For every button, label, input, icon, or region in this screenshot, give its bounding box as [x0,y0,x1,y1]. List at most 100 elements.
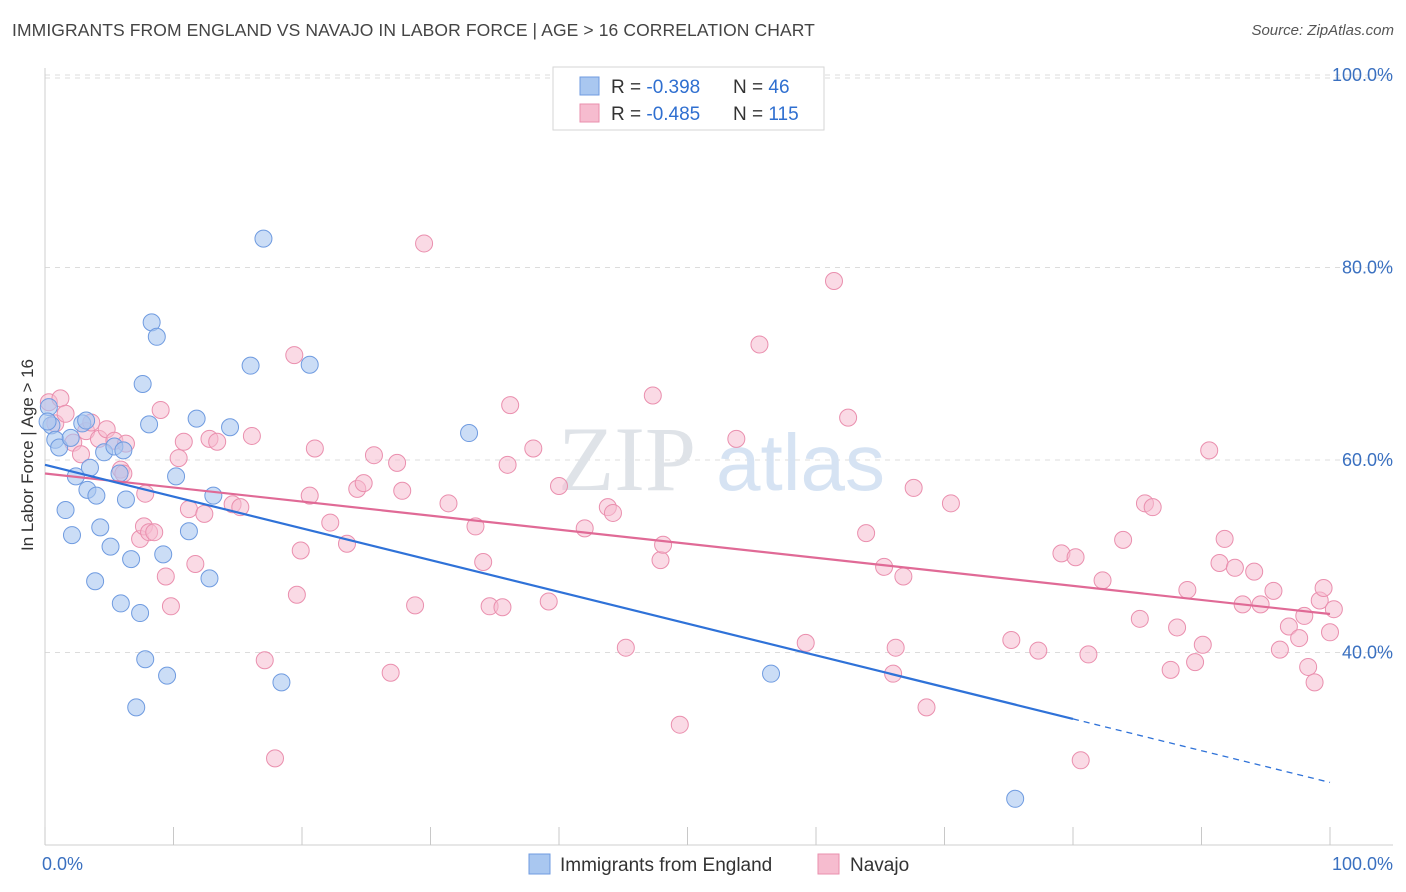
england-point [254,229,273,248]
bottom-legend-navajo: Navajo [850,855,909,876]
legend-swatch-navajo [579,103,600,123]
england-point [204,486,223,505]
navajo-point [305,439,324,458]
navajo-point [321,513,340,532]
england-point [77,411,96,430]
navajo-point [1245,562,1264,581]
legend-r-value: -0.485 [646,104,700,125]
legend-n-value: 115 [768,104,798,125]
navajo-point [616,638,635,657]
navajo-point [169,449,188,468]
navajo-point [388,453,407,472]
england-point [122,550,141,569]
navajo-point [539,592,558,611]
england-point [147,327,166,346]
navajo-point [1186,653,1205,672]
navajo-point [1002,630,1021,649]
navajo-point [1290,629,1309,648]
navajo-point [56,404,75,423]
navajo-point [255,651,274,670]
england-point [158,666,177,685]
navajo-point [501,396,520,415]
england-point [86,572,105,591]
navajo-point [174,432,193,451]
legend-r-label: R = [611,104,646,125]
navajo-point [493,598,512,617]
source-credit: Source: ZipAtlas.com [1251,22,1394,39]
y-tick-label: 100.0% [1332,65,1393,85]
navajo-point [156,567,175,586]
navajo-point [285,346,304,365]
legend-swatch-england [579,76,600,96]
england-point [241,356,260,375]
navajo-point [1029,641,1048,660]
england-point [116,490,135,509]
navajo-point [415,234,434,253]
watermark-zip: ZIP [558,408,696,510]
bottom-legend: Immigrants from England Navajo [528,853,909,876]
legend-r-value: -0.398 [646,77,700,98]
navajo-point [179,500,198,519]
navajo-point [1225,558,1244,577]
navajo-point [300,486,319,505]
navajo-trend-line [44,472,1331,616]
navajo-point [857,524,876,543]
navajo-point [1279,617,1298,636]
england-point [50,438,69,457]
navajo-point [71,445,90,464]
navajo-point [242,426,261,445]
trend-lines [44,463,1331,784]
navajo-point [894,567,913,586]
x-tick-labels: 0.0% 100.0% [42,854,1393,874]
navajo-point [1314,579,1333,598]
england-point [300,355,319,374]
navajo-point [1079,645,1098,664]
navajo-point [1210,553,1229,572]
navajo-point [1200,441,1219,460]
england-point [762,664,781,683]
england-point [272,673,291,692]
legend-n-value: 46 [768,77,789,98]
navajo-point [1324,600,1343,619]
chart-title: IMMIGRANTS FROM ENGLAND VS NAVAJO IN LAB… [12,20,815,40]
navajo-point [550,476,568,495]
navajo-point [750,335,769,354]
navajo-point [941,494,960,513]
y-axis-label: In Labor Force | Age > 16 [18,359,37,551]
navajo-point [381,663,400,682]
england-point [114,441,133,460]
y-tick-labels: 40.0% 60.0% 80.0% 100.0% [1332,65,1393,663]
navajo-point [466,517,485,536]
navajo-point [354,474,373,493]
england-point [140,415,159,434]
england-point [91,518,110,537]
navajo-point [1251,595,1270,614]
navajo-point [1168,618,1187,637]
navajo-point [1215,529,1234,548]
bottom-legend-swatch-navajo [817,853,840,875]
navajo-point [654,535,673,554]
england-point [87,486,106,505]
navajo-point [195,504,214,523]
navajo-point [266,749,285,768]
navajo-point [406,596,425,615]
england-point [101,537,120,556]
navajo-point [1071,751,1090,770]
navajo-point [1093,571,1112,590]
svg-text:R = -0.398: R = -0.398 [611,77,700,98]
navajo-point [917,698,936,717]
england-point [131,604,150,623]
svg-text:N = 115: N = 115 [733,104,799,125]
england-point [154,545,173,564]
navajo-point [1264,581,1283,600]
bottom-legend-swatch-england [528,853,551,875]
navajo-point [796,633,815,652]
x-tick-label: 100.0% [1332,854,1393,874]
navajo-point [603,503,622,522]
england-point [187,409,206,428]
england-points [38,229,1025,808]
navajo-point [498,455,517,474]
navajo-point [186,554,205,573]
axes [44,68,1393,846]
england-trend-line [44,463,1074,720]
